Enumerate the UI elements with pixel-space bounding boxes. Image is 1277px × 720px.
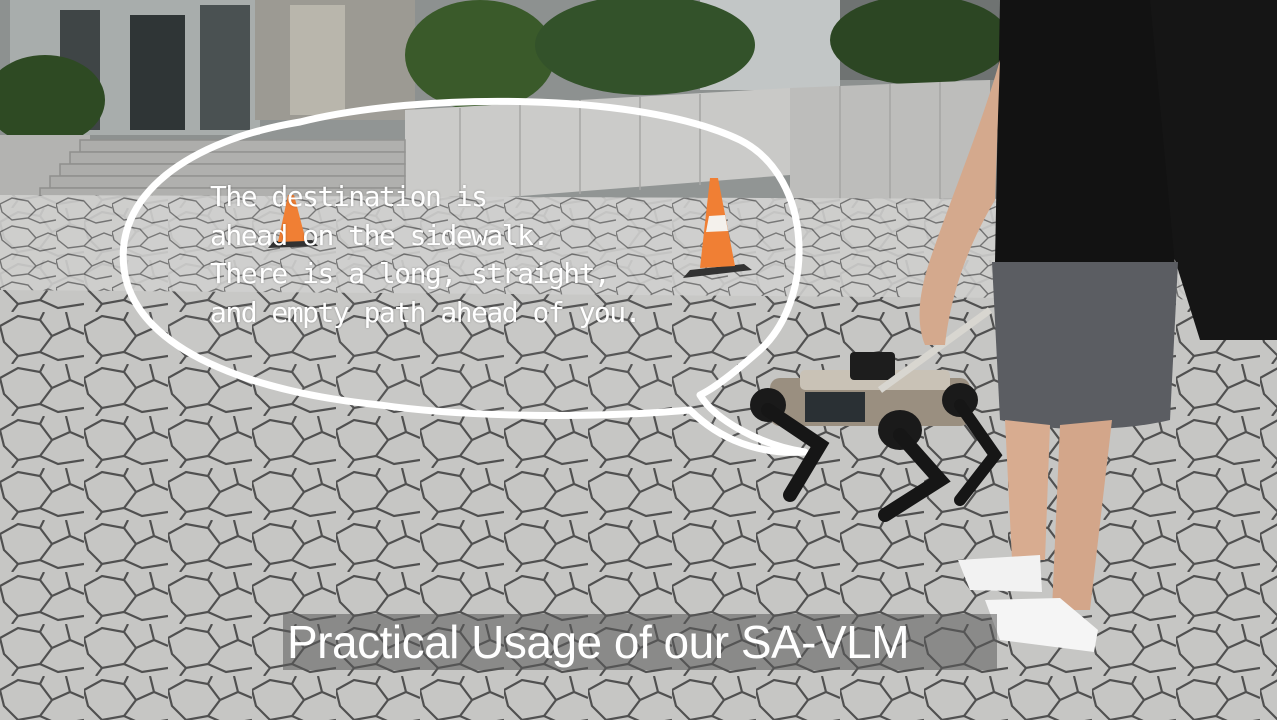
traffic-cone-left xyxy=(268,195,318,248)
hedge-center xyxy=(405,0,555,110)
traffic-cone-right xyxy=(683,178,752,278)
quadruped-robot xyxy=(750,307,1003,522)
backpack xyxy=(1120,0,1277,340)
bubble-line: There is a long, straight, xyxy=(210,257,611,290)
hedge-right xyxy=(535,0,755,95)
shorts xyxy=(992,262,1178,429)
bubble-line: and empty path ahead of you. xyxy=(210,295,642,329)
caption-backdrop xyxy=(283,614,997,670)
paver-sidewalk xyxy=(0,195,1277,720)
speech-bubble-text: The destination is ahead on the sidewalk… xyxy=(210,178,750,332)
right-sneaker xyxy=(985,598,1098,652)
planter-wall xyxy=(405,88,790,205)
bubble-line: The destination is xyxy=(210,180,488,213)
speech-bubble xyxy=(119,97,809,456)
video-caption: Practical Usage of our SA-VLM xyxy=(287,616,910,668)
black-shirt xyxy=(995,0,1175,265)
bubble-line: ahead on the sidewalk. xyxy=(210,218,549,252)
person-walking xyxy=(919,0,1277,652)
hedge-left xyxy=(0,55,105,145)
guide-handle xyxy=(877,307,993,393)
left-sneaker xyxy=(958,555,1042,592)
arm xyxy=(919,60,1000,345)
